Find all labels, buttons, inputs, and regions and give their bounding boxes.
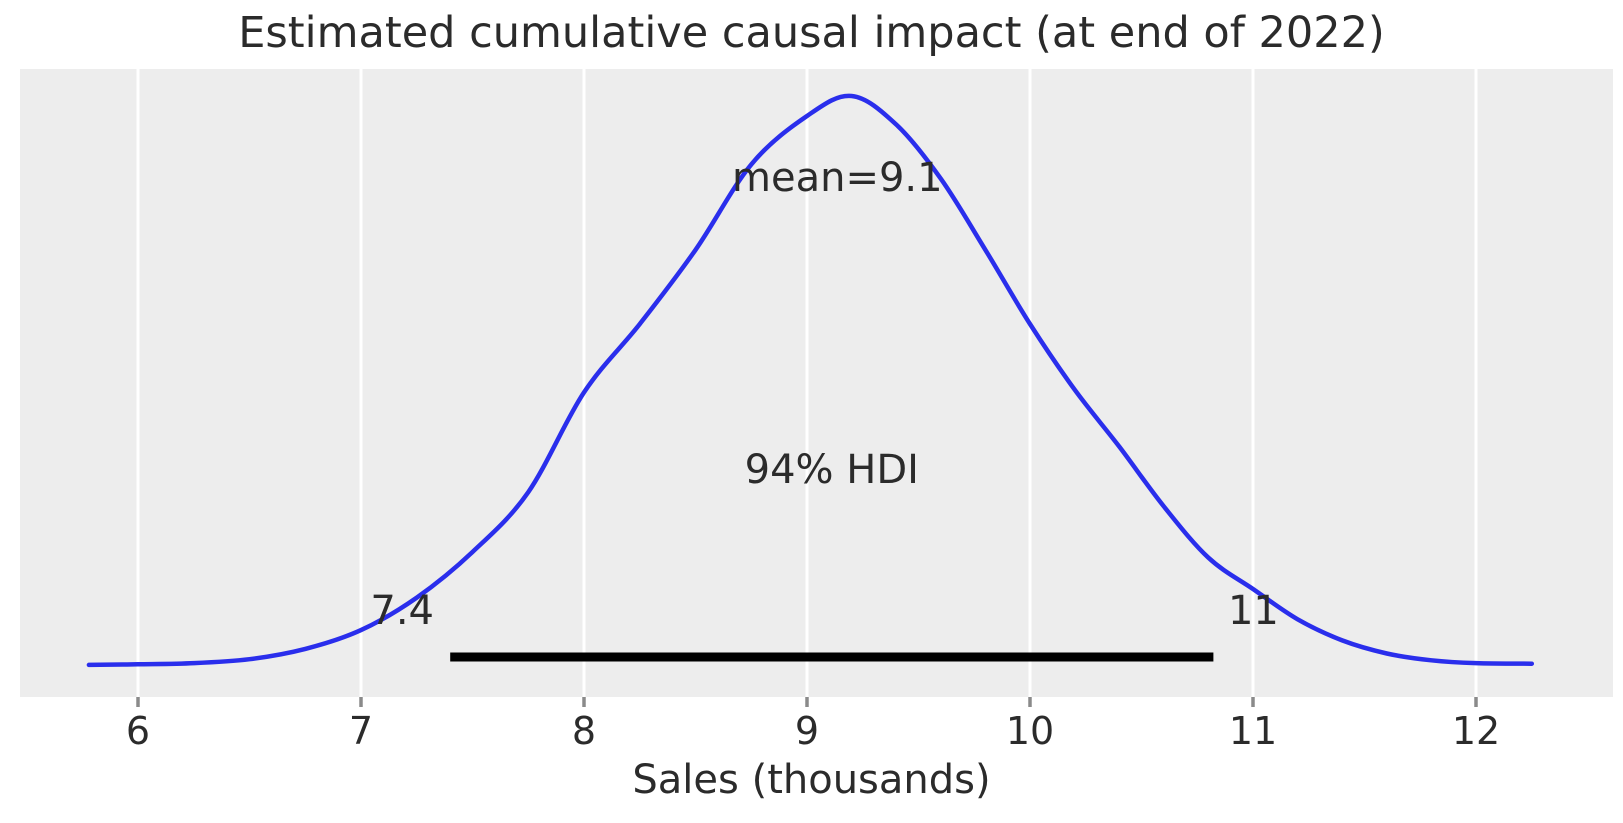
x-tick-label-6: 6 [125, 709, 151, 753]
hdi-upper-label: 11 [1227, 588, 1279, 634]
x-axis-label: Sales (thousands) [632, 757, 991, 803]
chart-title: Estimated cumulative causal impact (at e… [238, 8, 1385, 58]
x-tick-label-7: 7 [348, 709, 374, 753]
x-tick-label-12: 12 [1451, 709, 1501, 753]
hdi-lower-label: 7.4 [370, 588, 434, 634]
mean-annotation: mean=9.1 [732, 155, 943, 201]
x-tick-label-9: 9 [794, 709, 820, 753]
hdi-percent-label: 94% HDI [744, 447, 919, 493]
x-tick-label-8: 8 [571, 709, 597, 753]
x-tick-label-11: 11 [1228, 709, 1278, 753]
x-tick-label-10: 10 [1005, 709, 1055, 753]
